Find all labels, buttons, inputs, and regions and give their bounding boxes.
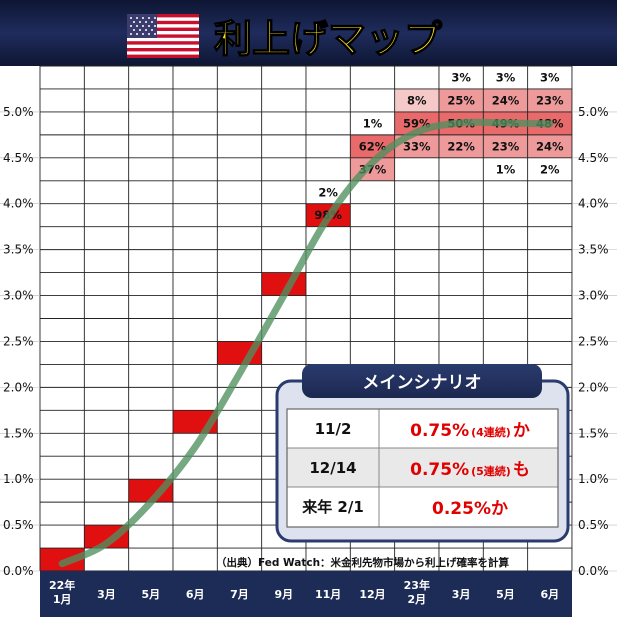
scenario-row-3-value: 0.25%か — [432, 499, 508, 519]
y-tick-label-right: 0.0% — [578, 564, 609, 578]
y-tick-label-right: 3.0% — [578, 289, 609, 303]
scenario-table: 11/2 0.75% (4連続) か 12/14 0.75% (5連続) も 来年 2/… — [286, 408, 559, 528]
x-tick-label: 11月 — [315, 588, 341, 601]
y-tick-label-left: 1.5% — [3, 426, 34, 440]
cell-probability-label: 2% — [318, 185, 338, 199]
heat-cell — [394, 88, 439, 112]
x-tick-label: 6月 — [186, 588, 205, 601]
cell-probability-label: 3% — [496, 70, 516, 84]
cell-probability-label: 3% — [451, 70, 471, 84]
cell-probability-label: 24% — [492, 93, 520, 107]
cell-probability-label: 3% — [540, 70, 560, 84]
heat-cell — [438, 134, 484, 158]
x-axis-band — [40, 571, 572, 617]
cell-probability-label: 23% — [492, 139, 520, 153]
main-scenario-box: メインシナリオ 11/2 0.75% (4連続) か 12/14 0.75% (5連続… — [275, 364, 570, 543]
x-tick-label: 5月 — [141, 588, 160, 601]
y-tick-label-right: 0.5% — [578, 518, 609, 532]
y-tick-label-left: 2.5% — [3, 334, 34, 348]
scenario-heading-band — [302, 364, 542, 398]
x-axis: 22年 1月 3月 5月 6月 7月 9月 11月 12月 23年 2月 3月 5月 6月 — [49, 578, 559, 606]
x-tick-label: 22年 1月 — [49, 578, 75, 606]
heat-cell — [527, 134, 572, 158]
y-tick-label-right: 2.5% — [578, 334, 609, 348]
cell-probability-label: 62% — [359, 139, 387, 153]
x-tick-label: 7月 — [230, 588, 249, 601]
header-band — [0, 0, 617, 66]
cell-probability-label: 1% — [496, 162, 516, 176]
x-tick-label: 5月 — [496, 588, 515, 601]
y-tick-label-right: 5.0% — [578, 105, 609, 119]
heat-cell — [483, 88, 528, 112]
source-note: （出典）Fed Watch：米金利先物市場から利上げ確率を計算 — [216, 556, 510, 569]
us-flag-icon — [127, 14, 199, 58]
cell-probability-label: 24% — [536, 139, 564, 153]
scenario-heading: メインシナリオ — [363, 373, 482, 393]
scenario-row-3-date: 来年 2/1 — [301, 498, 364, 516]
y-tick-label-left: 3.5% — [3, 243, 34, 257]
x-tick-label: 3月 — [97, 588, 116, 601]
chart-title: 利上げマップ — [214, 17, 442, 61]
y-tick-label-right: 4.0% — [578, 197, 609, 211]
expected-rate-path-line — [58, 118, 554, 568]
cell-probability-label: 1% — [363, 116, 383, 130]
y-tick-label-left: 3.0% — [3, 289, 34, 303]
x-tick-label: 3月 — [452, 588, 471, 601]
cell-probability-label: 33% — [403, 139, 431, 153]
y-tick-label-left: 4.5% — [3, 151, 34, 165]
heat-cell — [40, 548, 85, 571]
x-tick-label: 23年 2月 — [404, 578, 430, 606]
x-tick-label: 6月 — [540, 588, 559, 601]
y-tick-label-right: 1.0% — [578, 472, 609, 486]
y-tick-label-left: 5.0% — [3, 105, 34, 119]
x-tick-label: 9月 — [274, 588, 293, 601]
y-tick-label-left: 1.0% — [3, 472, 34, 486]
scenario-row-1-date: 11/2 — [315, 420, 352, 438]
scenario-row-2-date: 12/14 — [309, 459, 356, 477]
y-tick-label-right: 3.5% — [578, 243, 609, 257]
y-tick-label-left: 0.0% — [3, 564, 34, 578]
cell-probability-label: 23% — [536, 93, 564, 107]
scenario-row-1-value: 0.75% (4連続) か — [410, 421, 530, 441]
y-tick-label-left: 4.0% — [3, 197, 34, 211]
y-tick-label-left: 0.5% — [3, 518, 34, 532]
cell-probability-label: 22% — [447, 139, 475, 153]
cell-probability-label: 8% — [407, 93, 427, 107]
y-tick-label-left: 2.0% — [3, 380, 34, 394]
scenario-row-2-value: 0.75% (5連続) も — [410, 460, 530, 480]
heat-cell — [483, 134, 528, 158]
heat-cell — [527, 88, 572, 112]
y-axis: 0.0% 0.0% 0.5% 0.5% 1.0% 1.0% 1.5% 1.5% 2.0% 2.0%… — [3, 105, 609, 578]
cell-probability-label: 25% — [447, 93, 475, 107]
y-tick-label-right: 2.0% — [578, 380, 609, 394]
y-tick-label-right: 4.5% — [578, 151, 609, 165]
heat-cell — [438, 88, 484, 112]
x-tick-label: 12月 — [359, 588, 385, 601]
y-tick-label-right: 1.5% — [578, 426, 609, 440]
cell-probability-label: 2% — [540, 162, 560, 176]
